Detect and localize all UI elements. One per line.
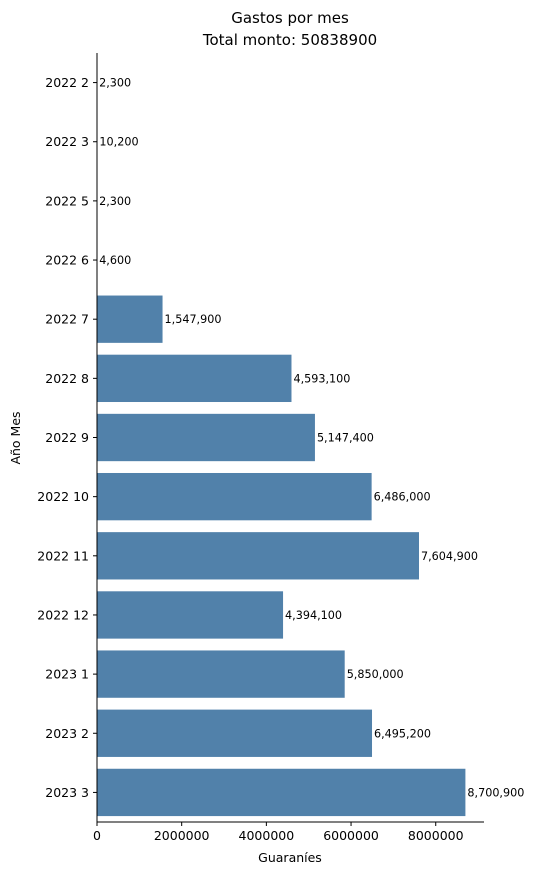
- y-tick-label: 2022 12: [37, 607, 89, 622]
- y-tick-label: 2022 3: [45, 134, 89, 149]
- bar: [97, 591, 284, 639]
- bar-value-label: 4,600: [99, 254, 131, 267]
- bar-value-label: 6,486,000: [374, 491, 431, 504]
- y-tick-label: 2022 10: [37, 489, 89, 504]
- x-axis-ticks: 0 2000000 4000000 6000000 8000000: [93, 822, 464, 843]
- y-tick-label: 2023 1: [45, 667, 89, 682]
- y-tick-label: 2022 8: [45, 371, 89, 386]
- bar-value-label: 4,394,100: [285, 609, 342, 622]
- x-tick-label: 4000000: [239, 828, 295, 843]
- data-labels-group: 2,300 10,200 2,300 4,600 1,547,900 4,593,100 5…: [99, 77, 524, 800]
- bar: [97, 295, 163, 343]
- y-tick-label: 2023 3: [45, 785, 89, 800]
- bar-value-label: 2,300: [99, 77, 131, 90]
- bar-value-label: 5,850,000: [347, 668, 404, 681]
- x-tick-label: 0: [93, 828, 101, 843]
- y-tick-label: 2022 6: [45, 253, 89, 268]
- bar: [97, 768, 466, 817]
- bar-value-label: 6,495,200: [374, 727, 431, 740]
- bar: [97, 354, 292, 403]
- bar: [97, 472, 372, 521]
- bar-value-label: 4,593,100: [293, 372, 350, 385]
- chart-subtitle: Total monto: 50838900: [202, 31, 377, 49]
- bar: [97, 650, 345, 698]
- y-axis-label: Año Mes: [8, 411, 23, 464]
- y-tick-label: 2022 11: [37, 548, 89, 563]
- y-tick-label: 2022 9: [45, 430, 89, 445]
- y-tick-label: 2023 2: [45, 726, 89, 741]
- x-tick-label: 2000000: [154, 828, 210, 843]
- bar-value-label: 10,200: [99, 136, 138, 149]
- y-tick-label: 2022 5: [45, 193, 89, 208]
- y-tick-label: 2022 7: [45, 312, 89, 327]
- bar: [97, 413, 315, 462]
- bar-value-label: 2,300: [99, 195, 131, 208]
- x-tick-label: 8000000: [408, 828, 464, 843]
- chart-title: Gastos por mes: [231, 9, 349, 27]
- bar-value-label: 8,700,900: [467, 786, 524, 799]
- bar-value-label: 5,147,400: [317, 432, 374, 445]
- bar: [97, 709, 373, 757]
- bar-value-label: 1,547,900: [165, 313, 222, 326]
- x-axis-label: Guaraníes: [258, 850, 322, 865]
- y-axis-ticks: 2022 2 2022 3 2022 5 2022 6 2022 7 2022 8 2022…: [37, 75, 97, 800]
- bar-value-label: 7,604,900: [421, 550, 478, 563]
- y-tick-label: 2022 2: [45, 75, 89, 90]
- x-tick-label: 6000000: [323, 828, 379, 843]
- bar: [97, 532, 420, 580]
- bars-group: [97, 58, 466, 817]
